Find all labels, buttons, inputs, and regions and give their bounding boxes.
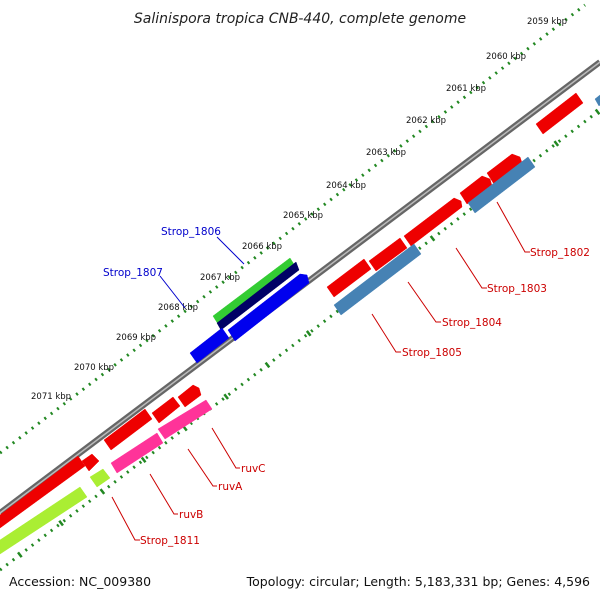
map-title: Salinispora tropica CNB-440, complete ge… bbox=[134, 11, 466, 27]
gene-label-strop-1805[interactable]: Strop_1805 bbox=[402, 347, 462, 359]
gene-feature-blue[interactable] bbox=[227, 273, 310, 342]
gene-label-ruva[interactable]: ruvA bbox=[218, 481, 243, 493]
gene-feature-red[interactable] bbox=[151, 396, 181, 424]
gene-features bbox=[0, 92, 600, 555]
kbp-labels: 2059 kbp 2060 kbp 2061 kbp 2062 kbp 2063… bbox=[31, 17, 567, 402]
gene-label-ruvb[interactable]: ruvB bbox=[179, 509, 203, 521]
ruler-major-tick bbox=[223, 393, 229, 400]
ruler-major-tick bbox=[305, 330, 312, 337]
gene-label-strop-1804[interactable]: Strop_1804 bbox=[442, 317, 502, 329]
kbp-label-2064: 2064 kbp bbox=[326, 181, 366, 191]
kbp-label-2071: 2071 kbp bbox=[31, 392, 71, 402]
gene-label-strop-1807[interactable]: Strop_1807 bbox=[103, 267, 163, 279]
ruler-major-tick bbox=[429, 235, 436, 242]
gene-label-strop-1811[interactable]: Strop_1811 bbox=[140, 535, 200, 547]
gene-label-strop-1803[interactable]: Strop_1803 bbox=[487, 283, 547, 295]
kbp-label-2070: 2070 kbp bbox=[74, 363, 114, 373]
kbp-label-2065: 2065 kbp bbox=[283, 211, 323, 221]
gene-feature-lime[interactable] bbox=[89, 468, 111, 488]
gene-feature-red[interactable] bbox=[486, 153, 523, 185]
gene-feature-blue[interactable] bbox=[189, 327, 230, 364]
kbp-label-2066: 2066 kbp bbox=[242, 242, 282, 252]
outer-ruler-dots bbox=[0, 3, 586, 455]
gene-feature-red[interactable] bbox=[81, 453, 100, 472]
ruler-major-tick bbox=[553, 140, 560, 147]
gene-feature-red[interactable] bbox=[0, 455, 86, 529]
ruler-major-tick bbox=[264, 361, 271, 369]
kbp-label-2069: 2069 kbp bbox=[116, 333, 156, 343]
gene-feature-steel[interactable] bbox=[594, 94, 600, 107]
ruler-major-tick bbox=[17, 551, 23, 558]
kbp-label-2059: 2059 kbp bbox=[527, 17, 567, 27]
ruler-major-tick bbox=[594, 108, 600, 115]
kbp-label-2062: 2062 kbp bbox=[406, 116, 446, 126]
gene-feature-red[interactable] bbox=[403, 197, 463, 247]
kbp-label-2067: 2067 kbp bbox=[200, 273, 240, 283]
gene-feature-red[interactable] bbox=[368, 237, 408, 272]
ruler-major-tick bbox=[58, 520, 64, 527]
gene-label-strop-1802[interactable]: Strop_1802 bbox=[530, 247, 590, 259]
gene-feature-pink[interactable] bbox=[157, 399, 213, 440]
gene-feature-red[interactable] bbox=[103, 408, 153, 451]
label-leader-lines bbox=[111, 201, 530, 541]
gene-feature-steel[interactable] bbox=[333, 243, 422, 316]
ruler-major-tick bbox=[140, 456, 147, 464]
gene-feature-red[interactable] bbox=[326, 258, 372, 298]
gene-feature-lime[interactable] bbox=[0, 486, 88, 555]
gene-feature-navy[interactable] bbox=[216, 261, 300, 331]
kbp-label-2068: 2068 kbp bbox=[158, 303, 198, 313]
gene-feature-pink[interactable] bbox=[110, 432, 164, 474]
kbp-label-2061: 2061 kbp bbox=[446, 84, 486, 94]
ruler-major-tick bbox=[99, 488, 106, 495]
gene-labels: Strop_1806 Strop_1807 Strop_1802 Strop_1… bbox=[103, 226, 590, 547]
accession-text: Accession: NC_009380 bbox=[9, 574, 151, 589]
kbp-label-2060: 2060 kbp bbox=[486, 52, 526, 62]
gene-feature-red[interactable] bbox=[177, 384, 202, 408]
gene-label-strop-1806[interactable]: Strop_1806 bbox=[161, 226, 221, 238]
genome-summary-text: Topology: circular; Length: 5,183,331 bp… bbox=[246, 574, 590, 589]
gene-feature-red[interactable] bbox=[535, 92, 584, 135]
kbp-label-2063: 2063 kbp bbox=[366, 148, 406, 158]
gene-feature-steel[interactable] bbox=[467, 156, 536, 214]
gene-feature-red[interactable] bbox=[459, 175, 493, 205]
gene-label-ruvc[interactable]: ruvC bbox=[241, 463, 266, 475]
